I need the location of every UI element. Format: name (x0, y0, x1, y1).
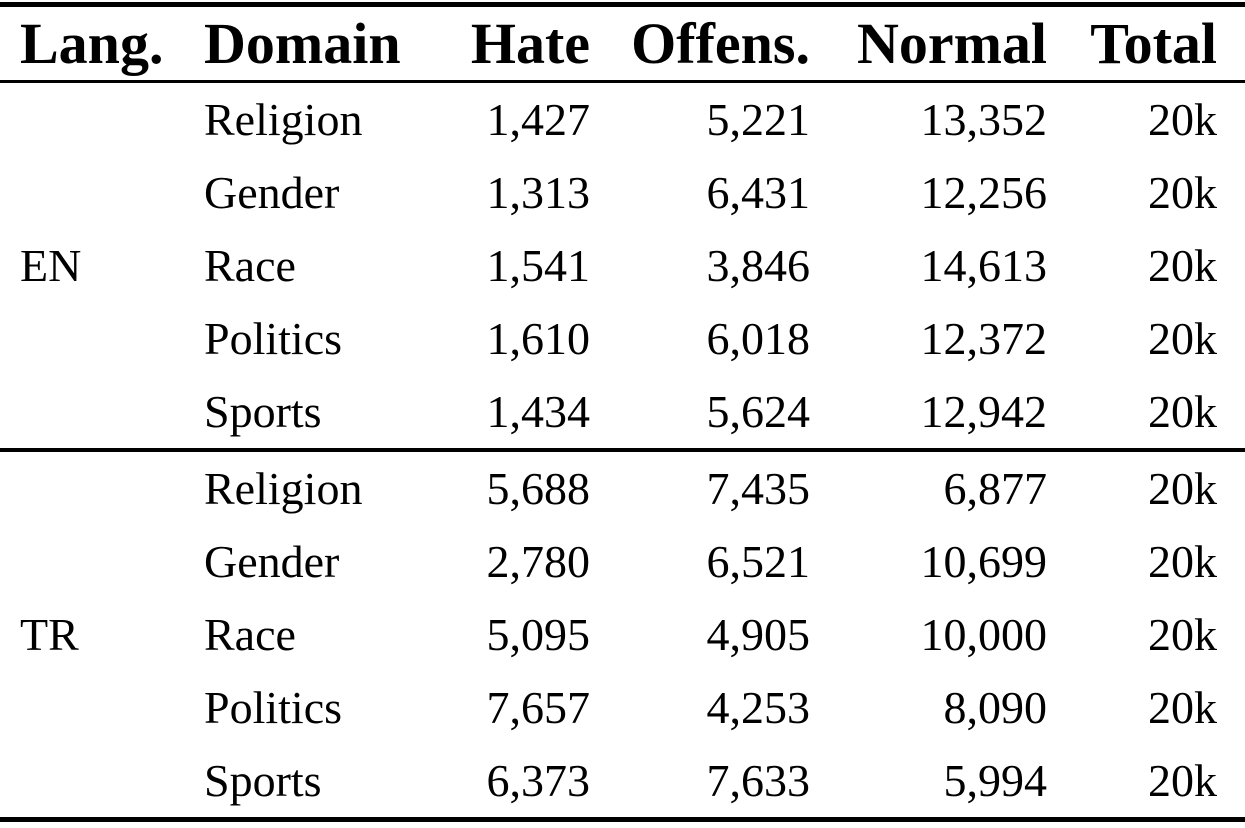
total-cell: 20k (1148, 535, 1217, 587)
table-row: Gender 2,780 6,521 10,699 20k (0, 525, 1245, 598)
normal-count-cell: 13,352 (920, 93, 1048, 145)
domain-cell: Race (204, 608, 296, 660)
column-header-hate: Hate (470, 10, 590, 76)
offensive-count-cell: 7,435 (706, 462, 811, 514)
hate-count-cell: 1,313 (486, 166, 591, 218)
column-header-total: Total (1090, 10, 1217, 76)
offensive-count-cell: 7,633 (706, 754, 811, 806)
offensive-count-cell: 3,846 (706, 239, 811, 291)
total-cell: 20k (1148, 385, 1217, 437)
offensive-count-cell: 5,624 (706, 385, 811, 437)
table-row: Politics 1,610 6,018 12,372 20k (0, 302, 1245, 375)
offensive-count-cell: 6,431 (706, 166, 811, 218)
lang-cell: TR (20, 608, 79, 660)
domain-cell: Religion (204, 93, 363, 145)
hate-count-cell: 1,610 (486, 312, 591, 364)
normal-count-cell: 12,256 (920, 166, 1048, 218)
table-row: TR Religion 5,688 7,435 6,877 20k (0, 450, 1245, 657)
table-row: EN Religion 1,427 5,221 13,352 20k (0, 82, 1245, 288)
total-cell: 20k (1148, 93, 1217, 145)
normal-count-cell: 12,942 (920, 385, 1048, 437)
offensive-count-cell: 6,521 (706, 535, 811, 587)
offensive-count-cell: 5,221 (706, 93, 811, 145)
section-en: EN Religion 1,427 5,221 13,352 20k Gende… (0, 82, 1245, 450)
normal-count-cell: 6,877 (943, 462, 1048, 514)
column-header-lang: Lang. (20, 10, 164, 76)
domain-cell: Politics (204, 681, 343, 733)
hate-count-cell: 7,657 (486, 681, 591, 733)
domain-cell: Gender (204, 535, 340, 587)
table-row: Race 1,541 3,846 14,613 20k (0, 229, 1245, 302)
normal-count-cell: 5,994 (943, 754, 1048, 806)
lang-cell: EN (20, 239, 82, 291)
column-header-normal: Normal (856, 10, 1047, 76)
hate-count-cell: 1,541 (486, 239, 591, 291)
header-row: Lang. Domain Hate Offens. Normal Total (0, 5, 1245, 82)
table-row: Sports 6,373 7,633 5,994 20k (0, 744, 1245, 820)
domain-cell: Race (204, 239, 296, 291)
column-header-offens: Offens. (631, 10, 810, 76)
normal-count-cell: 10,699 (920, 535, 1048, 587)
hate-count-cell: 1,427 (486, 93, 591, 145)
normal-count-cell: 10,000 (920, 608, 1048, 660)
domain-cell: Sports (204, 754, 322, 806)
table-row: Sports 1,434 5,624 12,942 20k (0, 375, 1245, 450)
normal-count-cell: 12,372 (920, 312, 1048, 364)
domain-cell: Gender (204, 166, 340, 218)
section-tr: TR Religion 5,688 7,435 6,877 20k Gender… (0, 450, 1245, 820)
domain-cell: Politics (204, 312, 343, 364)
normal-count-cell: 14,613 (920, 239, 1048, 291)
offensive-count-cell: 4,253 (706, 681, 811, 733)
table-row: Race 5,095 4,905 10,000 20k (0, 598, 1245, 671)
hate-count-cell: 6,373 (486, 754, 591, 806)
hate-count-cell: 5,688 (486, 462, 591, 514)
domain-cell: Religion (204, 462, 363, 514)
total-cell: 20k (1148, 462, 1217, 514)
table-row: Politics 7,657 4,253 8,090 20k (0, 671, 1245, 744)
hate-count-cell: 2,780 (486, 535, 591, 587)
total-cell: 20k (1148, 312, 1217, 364)
total-cell: 20k (1148, 166, 1217, 218)
hate-count-cell: 5,095 (486, 608, 591, 660)
offensive-count-cell: 4,905 (706, 608, 811, 660)
total-cell: 20k (1148, 681, 1217, 733)
total-cell: 20k (1148, 608, 1217, 660)
total-cell: 20k (1148, 239, 1217, 291)
hate-count-cell: 1,434 (486, 385, 591, 437)
domain-cell: Sports (204, 385, 322, 437)
normal-count-cell: 8,090 (943, 681, 1048, 733)
total-cell: 20k (1148, 754, 1217, 806)
column-header-domain: Domain (204, 10, 401, 76)
offensive-count-cell: 6,018 (706, 312, 811, 364)
table-row: Gender 1,313 6,431 12,256 20k (0, 156, 1245, 229)
